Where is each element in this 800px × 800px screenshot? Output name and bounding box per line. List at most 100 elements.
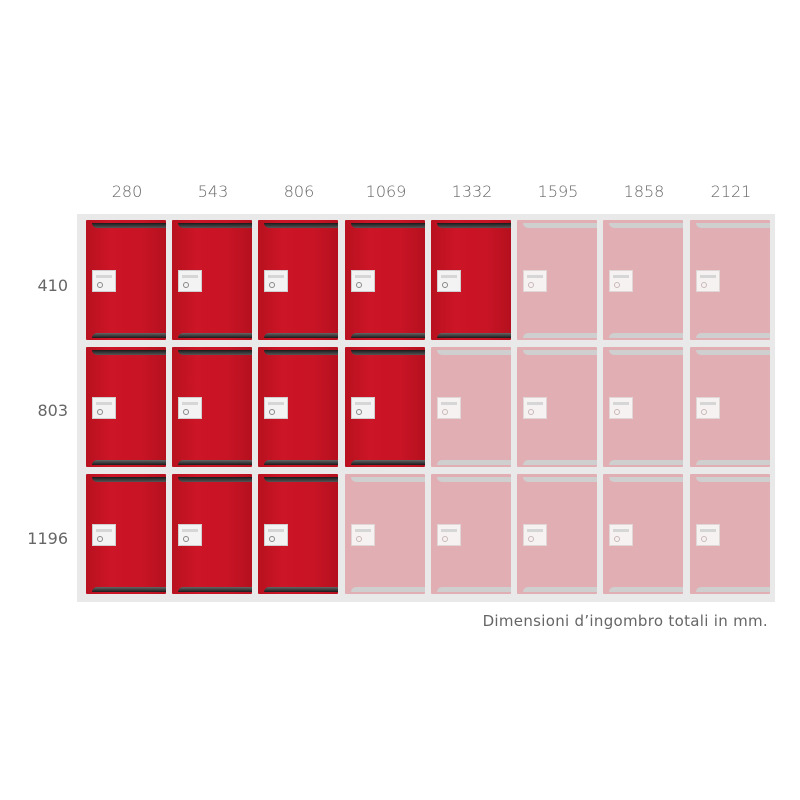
keyhole-icon	[97, 282, 103, 288]
door-top-edge	[696, 223, 770, 228]
door-bottom-edge	[437, 460, 511, 465]
locker-door-panel	[172, 474, 252, 594]
locker-door-inactive	[690, 220, 770, 340]
keyhole-icon	[356, 536, 362, 542]
door-bottom-edge	[178, 460, 252, 465]
keyhole-icon	[183, 282, 189, 288]
column-width-label: 2121	[710, 182, 752, 201]
locker-door-active	[172, 347, 252, 467]
column-width-label: 1332	[451, 182, 493, 201]
column-width-label: 1595	[537, 182, 579, 201]
door-bottom-edge	[609, 587, 683, 592]
column-width-label: 280	[111, 182, 143, 201]
locker-door-inactive	[345, 474, 425, 594]
key-lock-icon	[523, 397, 547, 419]
locker-door-active	[258, 347, 338, 467]
locker-door-active	[258, 220, 338, 340]
door-bottom-edge	[351, 333, 425, 338]
keyhole-icon	[442, 536, 448, 542]
door-bottom-edge	[437, 333, 511, 338]
locker-door-active	[345, 220, 425, 340]
door-top-edge	[178, 350, 252, 355]
locker-door-panel	[517, 220, 597, 340]
door-bottom-edge	[523, 587, 597, 592]
column-width-label: 543	[197, 182, 229, 201]
keyhole-icon	[701, 282, 707, 288]
door-bottom-edge	[696, 460, 770, 465]
door-top-edge	[92, 477, 166, 482]
keyhole-icon	[701, 409, 707, 415]
door-bottom-edge	[696, 587, 770, 592]
door-top-edge	[696, 477, 770, 482]
locker-door-panel	[172, 220, 252, 340]
door-bottom-edge	[178, 587, 252, 592]
keyhole-icon	[183, 409, 189, 415]
door-bottom-edge	[264, 460, 338, 465]
locker-door-panel	[258, 347, 338, 467]
key-lock-icon	[523, 270, 547, 292]
locker-door-active	[172, 220, 252, 340]
door-top-edge	[609, 350, 683, 355]
keyhole-icon	[614, 536, 620, 542]
door-bottom-edge	[351, 587, 425, 592]
door-top-edge	[92, 350, 166, 355]
door-top-edge	[523, 477, 597, 482]
locker-door-panel	[86, 474, 166, 594]
door-top-edge	[437, 350, 511, 355]
door-top-edge	[92, 223, 166, 228]
key-lock-icon	[92, 524, 116, 546]
locker-door-panel	[86, 220, 166, 340]
locker-door-panel	[258, 220, 338, 340]
locker-door-active	[172, 474, 252, 594]
door-top-edge	[264, 350, 338, 355]
key-lock-icon	[523, 524, 547, 546]
door-bottom-edge	[264, 587, 338, 592]
key-lock-icon	[351, 524, 375, 546]
key-lock-icon	[696, 397, 720, 419]
locker-door-inactive	[517, 347, 597, 467]
locker-door-panel	[517, 347, 597, 467]
locker-door-inactive	[603, 220, 683, 340]
locker-door-panel	[517, 474, 597, 594]
column-width-label: 806	[283, 182, 315, 201]
row-height-label: 803	[37, 401, 68, 420]
locker-door-active	[86, 220, 166, 340]
keyhole-icon	[528, 409, 534, 415]
door-top-edge	[437, 223, 511, 228]
keyhole-icon	[614, 409, 620, 415]
locker-door-panel	[603, 220, 683, 340]
locker-door-panel	[431, 474, 511, 594]
door-top-edge	[696, 350, 770, 355]
keyhole-icon	[528, 282, 534, 288]
locker-door-panel	[345, 474, 425, 594]
door-top-edge	[437, 477, 511, 482]
key-lock-icon	[609, 270, 633, 292]
keyhole-icon	[97, 536, 103, 542]
keyhole-icon	[356, 409, 362, 415]
locker-door-panel	[345, 347, 425, 467]
door-bottom-edge	[92, 333, 166, 338]
locker-door-panel	[431, 347, 511, 467]
key-lock-icon	[178, 524, 202, 546]
door-bottom-edge	[696, 333, 770, 338]
door-bottom-edge	[264, 333, 338, 338]
locker-grid	[77, 214, 775, 602]
keyhole-icon	[97, 409, 103, 415]
door-top-edge	[178, 223, 252, 228]
locker-door-active	[258, 474, 338, 594]
row-height-label: 410	[37, 276, 68, 295]
key-lock-icon	[264, 524, 288, 546]
locker-door-inactive	[431, 347, 511, 467]
locker-door-active	[86, 347, 166, 467]
locker-door-panel	[603, 347, 683, 467]
door-top-edge	[523, 350, 597, 355]
column-width-label: 1858	[623, 182, 665, 201]
locker-door-panel	[690, 474, 770, 594]
key-lock-icon	[178, 270, 202, 292]
door-top-edge	[609, 477, 683, 482]
locker-door-inactive	[517, 474, 597, 594]
door-bottom-edge	[351, 460, 425, 465]
door-bottom-edge	[437, 587, 511, 592]
locker-door-active	[431, 220, 511, 340]
door-bottom-edge	[609, 460, 683, 465]
